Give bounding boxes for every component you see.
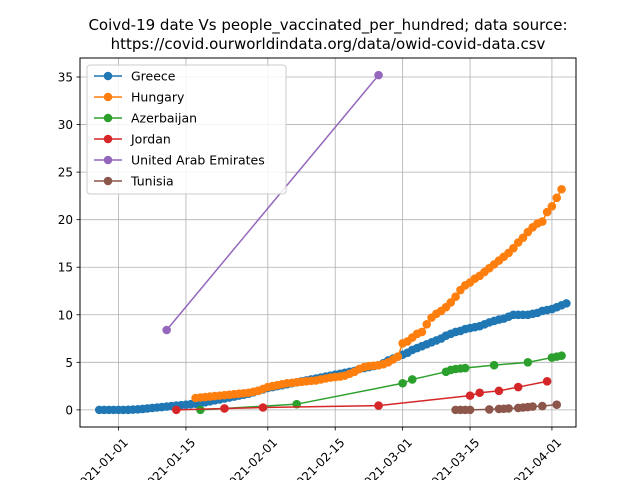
y-tick-label: 0	[65, 403, 73, 417]
series-3	[172, 377, 552, 415]
data-point	[557, 351, 566, 360]
data-point	[547, 202, 557, 211]
data-point	[528, 402, 537, 411]
data-point	[374, 401, 383, 410]
series-5	[451, 400, 562, 415]
series-4	[162, 70, 383, 335]
legend-item: Tunisia	[94, 174, 174, 189]
series-line	[166, 74, 380, 331]
x-tick-label: 2021-01-15	[139, 435, 198, 480]
x-tick-label: 2021-03-15	[423, 435, 482, 480]
data-point	[393, 352, 403, 361]
legend-marker	[103, 176, 113, 186]
data-point	[417, 327, 427, 337]
data-point	[513, 382, 523, 392]
data-point	[489, 360, 499, 370]
legend: Greece Hungary Azerbaijan Jordan United Arab…	[86, 64, 287, 195]
legend-item: Azerbaijan	[94, 111, 197, 126]
data-point	[518, 233, 528, 243]
axes-frame	[79, 57, 577, 428]
data-point	[407, 375, 417, 384]
legend-marker	[103, 134, 113, 144]
data-point	[465, 405, 475, 415]
y-tick-label: 10	[58, 308, 73, 322]
y-tick-label: 15	[58, 261, 73, 275]
legend-label: Azerbaijan	[131, 111, 197, 126]
x-tick-label: 2021-04-01	[505, 435, 564, 480]
grid	[80, 58, 576, 427]
y-tick-label: 20	[58, 213, 73, 227]
legend-label: United Arab Emirates	[131, 153, 265, 168]
data-point	[465, 391, 475, 400]
legend-marker	[103, 113, 113, 123]
chart-title-line1: Coivd-19 date Vs people_vaccinated_per_h…	[88, 16, 567, 35]
legend-marker	[103, 71, 113, 81]
legend-item: Hungary	[94, 90, 185, 105]
data-point	[258, 403, 268, 412]
legend-item: Greece	[94, 69, 176, 84]
data-point	[446, 298, 456, 307]
data-point	[509, 243, 518, 253]
data-point	[537, 401, 547, 411]
legend-item: Jordan	[94, 132, 171, 147]
data-point	[557, 184, 566, 194]
data-point	[494, 386, 504, 396]
x-tick-label: 2021-02-15	[288, 435, 347, 480]
data-point	[552, 400, 562, 409]
y-tick-label: 5	[65, 356, 73, 370]
y-tick-label: 35	[58, 71, 73, 85]
legend-label: Greece	[131, 69, 176, 84]
data-point	[537, 217, 547, 226]
x-tick-label: 2021-03-01	[356, 435, 415, 480]
data-point	[562, 299, 571, 308]
plot-area	[94, 70, 571, 415]
legend-label: Jordan	[130, 132, 171, 147]
data-point	[542, 377, 552, 386]
data-point	[460, 363, 470, 373]
data-point	[374, 70, 383, 80]
data-point	[504, 404, 513, 413]
data-point	[220, 404, 229, 413]
legend-label: Hungary	[131, 90, 185, 105]
y-tick-label: 30	[58, 118, 73, 132]
legend-marker	[103, 155, 113, 165]
data-point	[475, 388, 484, 398]
legend-box	[86, 64, 287, 195]
data-point	[398, 378, 407, 388]
x-tick-label: 2021-02-01	[221, 435, 280, 480]
legend-marker	[103, 92, 113, 102]
y-tick-label: 25	[58, 166, 73, 180]
data-point	[162, 325, 171, 335]
legend-item: United Arab Emirates	[94, 153, 265, 168]
data-point	[485, 405, 494, 414]
legend-label: Tunisia	[130, 174, 174, 189]
data-point	[542, 207, 552, 217]
data-point	[552, 193, 562, 203]
series-2	[196, 351, 566, 415]
chart-title-line2: https://covid.ourworldindata.org/data/ow…	[111, 35, 546, 53]
data-point	[422, 319, 432, 329]
data-point	[523, 358, 533, 367]
series-1	[191, 184, 566, 403]
x-tick-label: 2021-01-01	[72, 435, 131, 480]
data-point	[172, 405, 181, 415]
data-point	[451, 292, 460, 302]
